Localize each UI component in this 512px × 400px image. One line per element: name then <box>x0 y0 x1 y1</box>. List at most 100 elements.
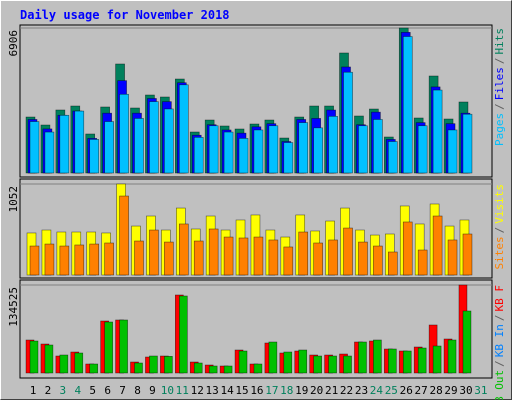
bar <box>179 295 188 374</box>
x-tick-label: 1 <box>30 384 37 397</box>
bar <box>417 347 427 374</box>
x-tick-label: 9 <box>149 384 156 397</box>
bar <box>268 239 279 276</box>
x-tick-label: 6 <box>104 384 111 397</box>
x-tick-label: 12 <box>191 384 204 397</box>
bar <box>179 84 189 174</box>
x-tick-label: 29 <box>444 384 457 397</box>
bar <box>402 350 412 374</box>
bar <box>104 121 114 174</box>
bar <box>462 310 472 374</box>
bar <box>44 131 55 174</box>
bar <box>59 354 69 374</box>
bar <box>417 249 428 276</box>
bar <box>373 245 383 276</box>
legend-entry: KB In <box>493 324 506 357</box>
bar <box>208 228 219 276</box>
bar <box>328 239 338 276</box>
x-tick-label: 13 <box>206 384 219 397</box>
legend: Sites / Visits <box>493 184 506 270</box>
bar <box>104 321 113 374</box>
bar <box>134 118 144 174</box>
bar <box>29 340 39 374</box>
legend-entry: Visits <box>493 184 506 224</box>
x-tick-label: 8 <box>134 384 141 397</box>
bar <box>74 110 85 174</box>
bar <box>343 227 353 276</box>
bar <box>313 355 322 374</box>
legend-entry: KB F <box>493 285 506 312</box>
x-tick-label: 16 <box>250 384 263 397</box>
bar <box>358 341 367 374</box>
bar <box>149 229 159 276</box>
legend-separator: / <box>493 58 506 65</box>
bar <box>74 352 84 374</box>
bar <box>462 233 473 276</box>
bar <box>223 131 234 174</box>
bar <box>223 236 234 276</box>
bar <box>298 231 309 276</box>
legend-separator: / <box>493 315 506 322</box>
bar <box>447 129 458 174</box>
x-tick-label: 25 <box>385 384 398 397</box>
bar <box>193 240 204 276</box>
bar <box>59 245 70 276</box>
x-tick-label: 24 <box>370 384 384 397</box>
bar <box>44 243 55 276</box>
panel <box>19 279 493 379</box>
x-tick-label: 15 <box>235 384 248 397</box>
bar <box>29 245 40 276</box>
bar <box>134 362 143 374</box>
legend-entry: Sites <box>493 236 506 269</box>
y-tick-label: 6906 <box>7 30 20 57</box>
bar <box>432 89 443 174</box>
bar <box>373 339 382 374</box>
bar <box>164 356 173 374</box>
x-tick-label: 5 <box>89 384 96 397</box>
bar <box>328 116 338 174</box>
legend: Pages / Files / Hits <box>493 28 506 146</box>
x-tick-label: 4 <box>74 384 81 397</box>
legend: KB Out / KB In / KB F <box>493 285 506 400</box>
bar <box>313 127 323 174</box>
bar <box>29 121 40 174</box>
bar <box>432 345 442 374</box>
x-tick-label: 19 <box>295 384 308 397</box>
bar <box>89 363 99 374</box>
x-tick-label: 26 <box>400 384 413 397</box>
bar <box>268 125 279 174</box>
bar <box>238 237 249 276</box>
bar <box>343 355 352 374</box>
bar <box>253 363 263 374</box>
bar <box>402 36 413 174</box>
x-tick-label: 23 <box>355 384 368 397</box>
x-tick-label: 10 <box>161 384 174 397</box>
bar <box>119 195 129 276</box>
bar <box>432 215 443 276</box>
bar <box>358 125 368 174</box>
y-tick-label: 1052 <box>7 186 20 213</box>
x-tick-label: 3 <box>60 384 67 397</box>
bar <box>119 319 128 374</box>
bar <box>238 350 248 374</box>
x-tick-label: 21 <box>325 384 338 397</box>
bar <box>313 242 323 276</box>
bar <box>417 125 428 174</box>
bar <box>447 239 458 276</box>
bar <box>268 341 278 374</box>
bar <box>44 344 54 374</box>
bar <box>328 355 337 374</box>
bar <box>119 93 129 174</box>
x-tick-label: 14 <box>220 384 234 397</box>
bar <box>193 137 204 174</box>
bar <box>208 365 218 374</box>
legend-entry: Hits <box>493 28 506 55</box>
bar <box>283 142 294 174</box>
bar <box>447 339 457 374</box>
x-tick-label: 27 <box>415 384 428 397</box>
bar <box>253 236 264 276</box>
bar <box>149 101 159 174</box>
bar <box>89 139 100 174</box>
x-tick-label: 31 <box>474 384 487 397</box>
